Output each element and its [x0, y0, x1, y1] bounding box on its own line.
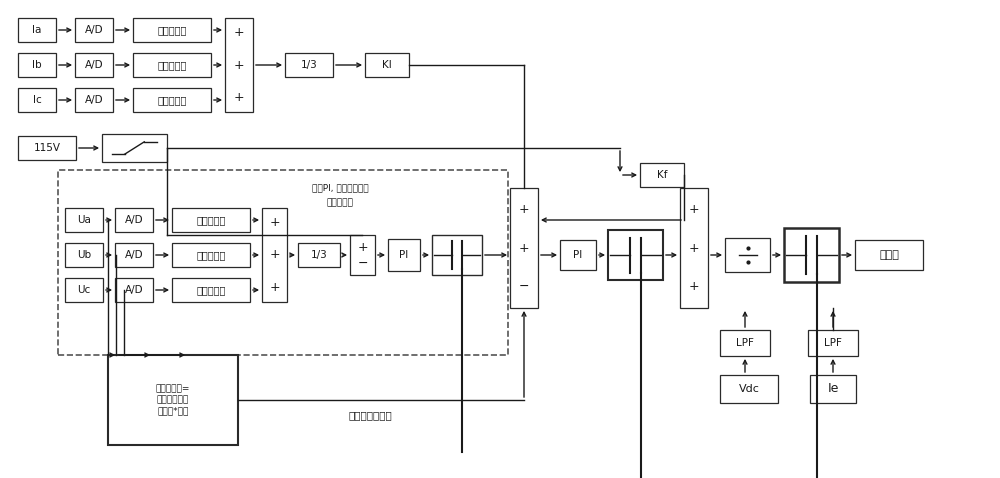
FancyBboxPatch shape: [115, 243, 153, 267]
FancyBboxPatch shape: [285, 53, 333, 77]
Text: 导通比: 导通比: [879, 250, 899, 260]
Text: PI: PI: [573, 250, 583, 260]
Text: 更快反映实时值: 更快反映实时值: [348, 410, 392, 420]
Text: 快速有效值=
三相相电压的
最大值*系数: 快速有效值= 三相相电压的 最大值*系数: [156, 384, 190, 415]
FancyBboxPatch shape: [808, 330, 858, 356]
Text: +: +: [519, 203, 529, 216]
Text: 慢速PI, 实现反馈电压: 慢速PI, 实现反馈电压: [312, 184, 368, 193]
FancyBboxPatch shape: [388, 239, 420, 271]
Text: A/D: A/D: [125, 285, 143, 295]
Text: 1/3: 1/3: [311, 250, 327, 260]
FancyBboxPatch shape: [102, 134, 167, 162]
Text: 有效值计算: 有效值计算: [157, 95, 187, 105]
Text: Ub: Ub: [77, 250, 91, 260]
Text: Ie: Ie: [827, 382, 839, 395]
FancyBboxPatch shape: [172, 208, 250, 232]
Text: +: +: [357, 240, 368, 253]
FancyBboxPatch shape: [65, 243, 103, 267]
Text: 有效值计算: 有效值计算: [196, 215, 226, 225]
Text: A/D: A/D: [125, 250, 143, 260]
FancyBboxPatch shape: [75, 88, 113, 112]
FancyBboxPatch shape: [115, 278, 153, 302]
Text: 115V: 115V: [34, 143, 60, 153]
Text: 1/3: 1/3: [301, 60, 317, 70]
Text: Kl: Kl: [382, 60, 392, 70]
Text: +: +: [269, 216, 280, 228]
Text: A/D: A/D: [85, 60, 103, 70]
FancyBboxPatch shape: [432, 235, 482, 275]
Text: 有效值计算: 有效值计算: [196, 285, 226, 295]
Text: A/D: A/D: [125, 215, 143, 225]
FancyBboxPatch shape: [350, 235, 375, 275]
FancyBboxPatch shape: [298, 243, 340, 267]
FancyBboxPatch shape: [172, 243, 250, 267]
FancyBboxPatch shape: [510, 188, 538, 308]
Text: +: +: [269, 282, 280, 294]
FancyBboxPatch shape: [560, 240, 596, 270]
Text: +: +: [269, 249, 280, 261]
FancyBboxPatch shape: [18, 88, 56, 112]
FancyBboxPatch shape: [133, 18, 211, 42]
Text: −: −: [357, 257, 368, 270]
Text: −: −: [519, 280, 529, 293]
Text: +: +: [519, 241, 529, 254]
Text: 有效值计算: 有效值计算: [157, 60, 187, 70]
Text: +: +: [234, 91, 244, 104]
FancyBboxPatch shape: [680, 188, 708, 308]
FancyBboxPatch shape: [133, 88, 211, 112]
FancyBboxPatch shape: [262, 208, 287, 302]
Text: Ia: Ia: [32, 25, 42, 35]
Text: +: +: [689, 280, 699, 293]
FancyBboxPatch shape: [720, 330, 770, 356]
Text: LPF: LPF: [736, 338, 754, 348]
Text: LPF: LPF: [824, 338, 842, 348]
Text: 有效值计算: 有效值计算: [196, 250, 226, 260]
FancyBboxPatch shape: [784, 228, 839, 282]
Text: 有效值计算: 有效值计算: [157, 25, 187, 35]
Text: Vdc: Vdc: [739, 384, 759, 394]
FancyBboxPatch shape: [65, 278, 103, 302]
Text: +: +: [689, 203, 699, 216]
Text: +: +: [234, 58, 244, 72]
FancyBboxPatch shape: [18, 18, 56, 42]
FancyBboxPatch shape: [720, 375, 778, 403]
FancyBboxPatch shape: [75, 53, 113, 77]
FancyBboxPatch shape: [365, 53, 409, 77]
FancyBboxPatch shape: [640, 163, 684, 187]
FancyBboxPatch shape: [18, 136, 76, 160]
Text: +: +: [234, 26, 244, 39]
Text: A/D: A/D: [85, 25, 103, 35]
Text: +: +: [689, 241, 699, 254]
Text: A/D: A/D: [85, 95, 103, 105]
Text: Uc: Uc: [77, 285, 91, 295]
FancyBboxPatch shape: [115, 208, 153, 232]
FancyBboxPatch shape: [65, 208, 103, 232]
FancyBboxPatch shape: [810, 375, 856, 403]
FancyBboxPatch shape: [108, 355, 238, 445]
Text: PI: PI: [399, 250, 409, 260]
Text: Kf: Kf: [657, 170, 667, 180]
Text: Ic: Ic: [33, 95, 41, 105]
FancyBboxPatch shape: [18, 53, 56, 77]
Text: Ua: Ua: [77, 215, 91, 225]
Text: Ib: Ib: [32, 60, 42, 70]
FancyBboxPatch shape: [225, 18, 253, 112]
FancyBboxPatch shape: [75, 18, 113, 42]
FancyBboxPatch shape: [172, 278, 250, 302]
FancyBboxPatch shape: [725, 238, 770, 272]
Text: 的修正补偿: 的修正补偿: [327, 198, 353, 207]
FancyBboxPatch shape: [133, 53, 211, 77]
FancyBboxPatch shape: [608, 230, 663, 280]
FancyBboxPatch shape: [855, 240, 923, 270]
